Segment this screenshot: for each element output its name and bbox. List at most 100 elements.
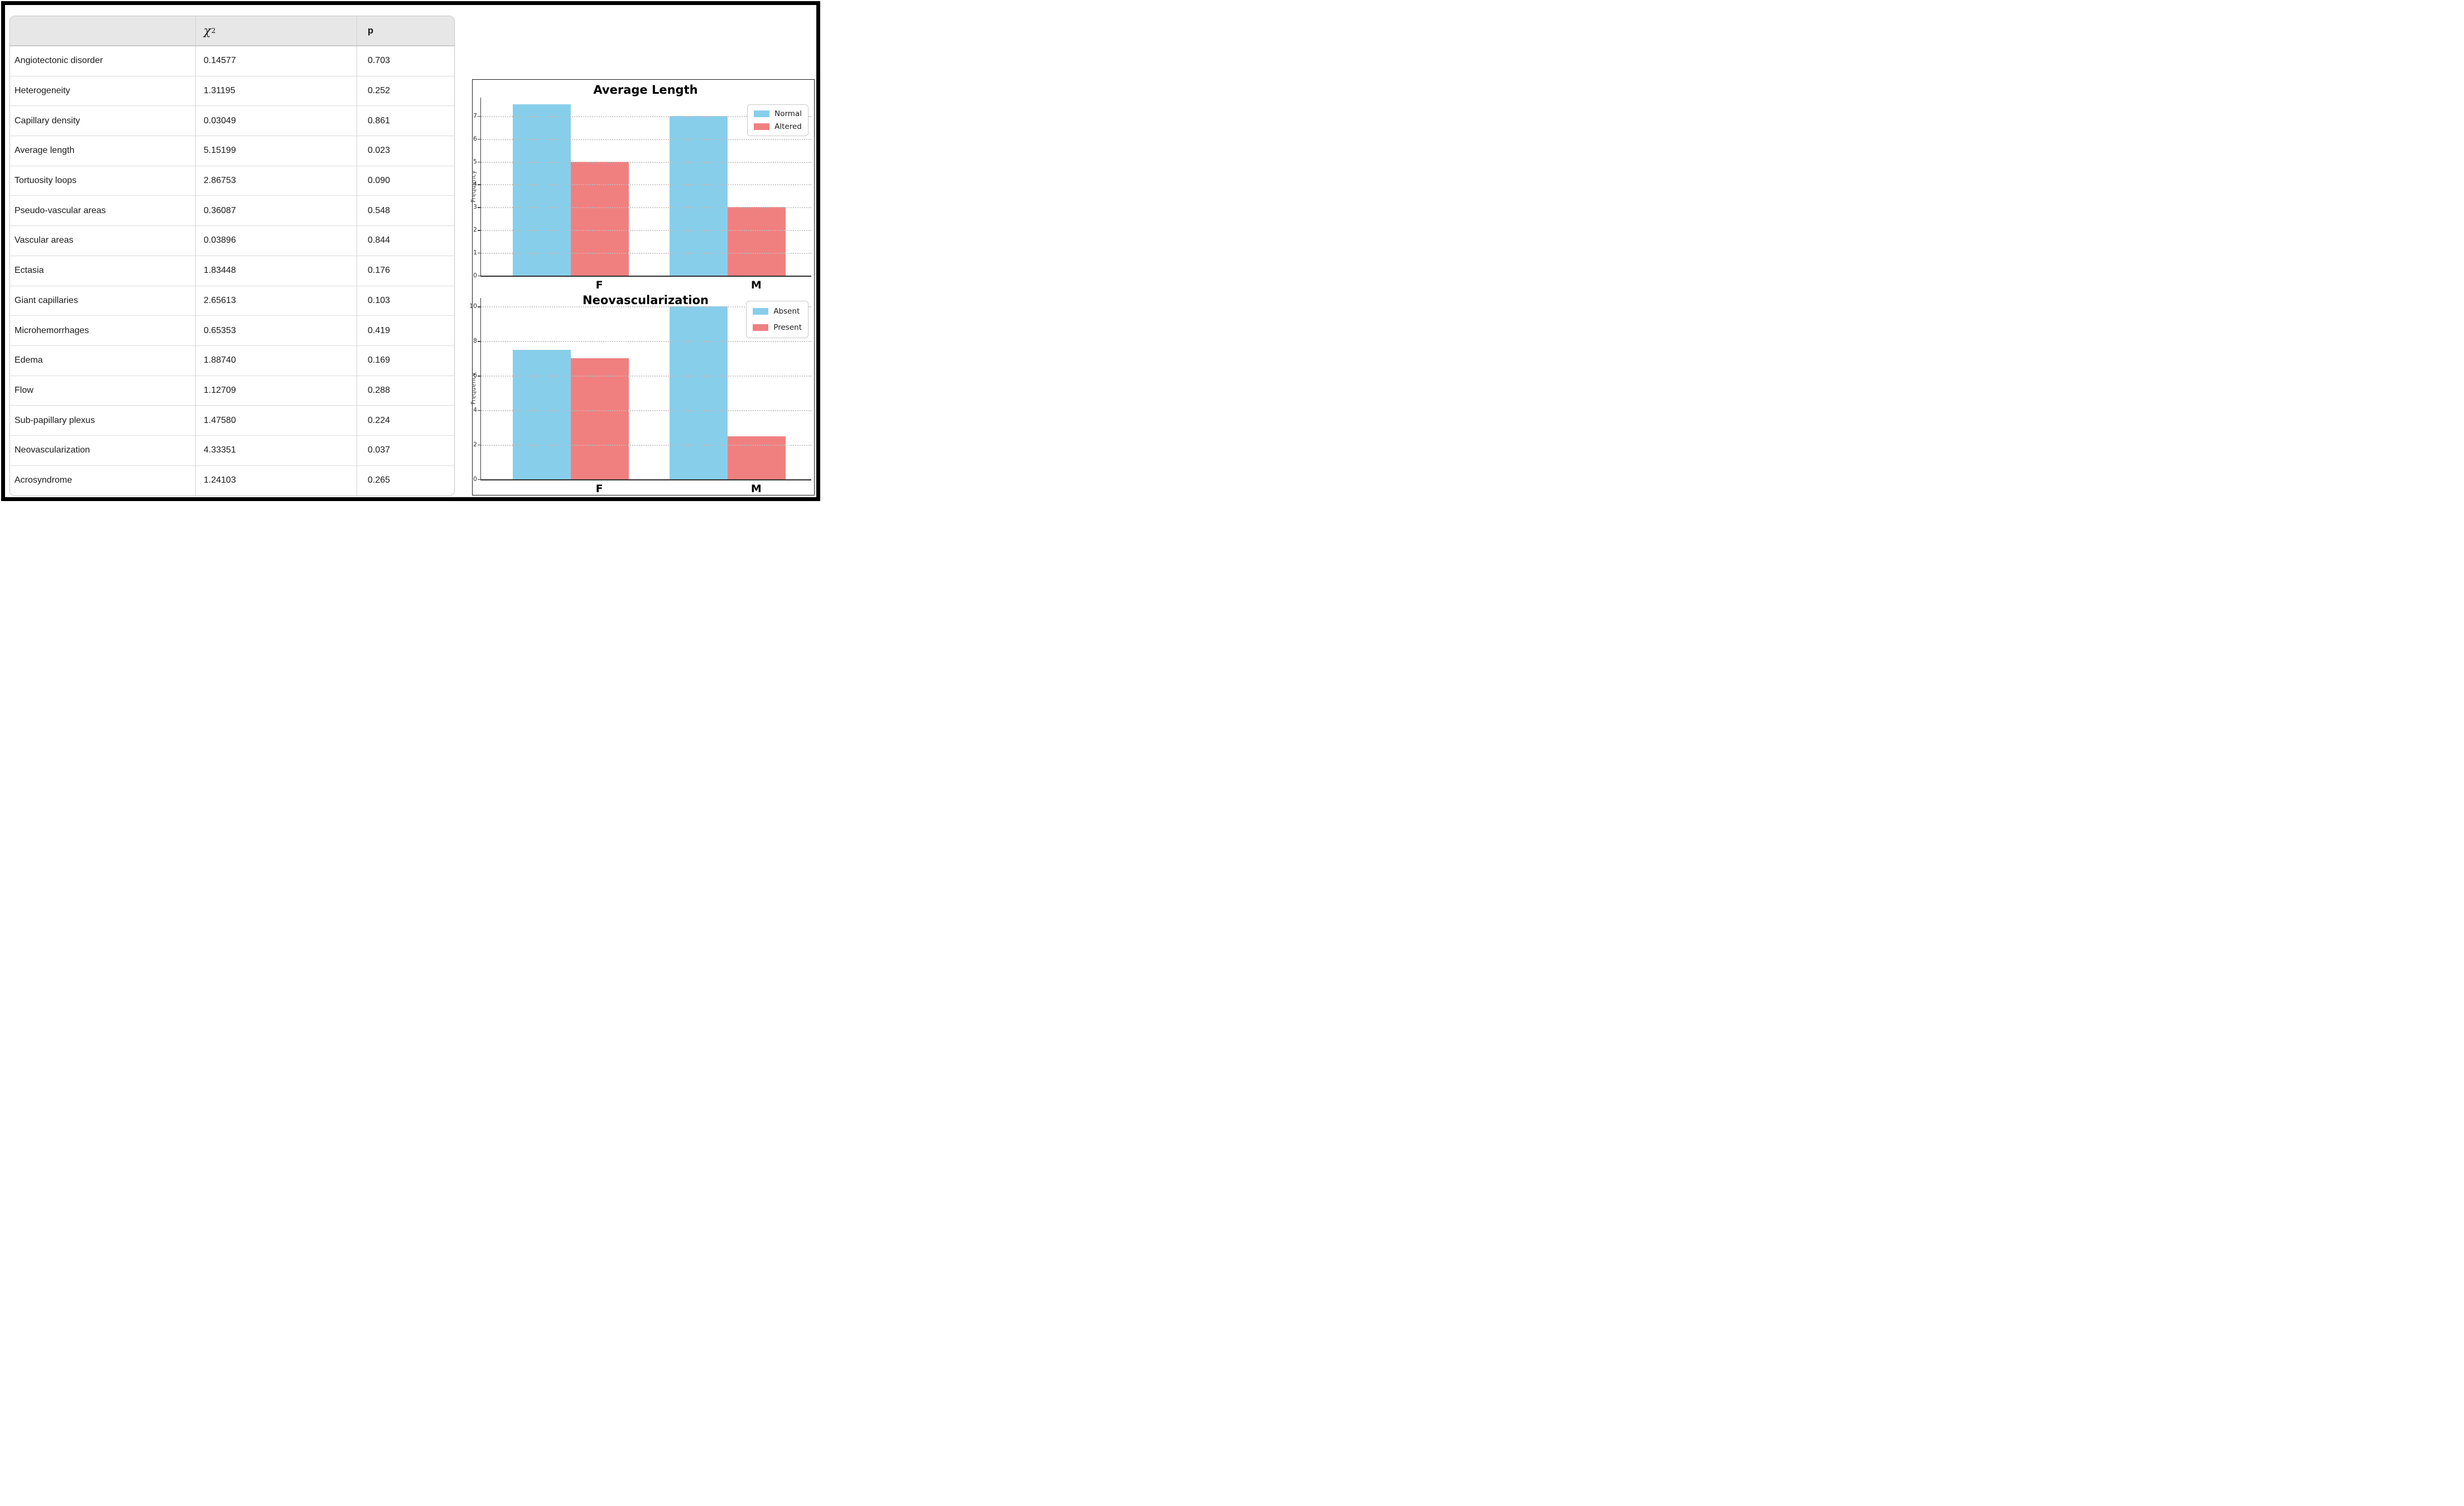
row-label: Edema <box>15 355 43 365</box>
gridline <box>481 376 811 377</box>
legend-swatch <box>753 308 769 315</box>
p-header: p <box>357 16 454 45</box>
x-tick-label-f: F <box>595 483 603 495</box>
table-row: Ectasia 1.83448 0.176 <box>10 256 454 286</box>
legend-swatch <box>754 123 770 130</box>
chart-neovascularization: Neovascularization Frequency 0 2 4 6 8 10 F M Ab… <box>469 80 814 495</box>
plot-area: 0 2 4 6 8 10 <box>469 298 811 483</box>
row-label: Flow <box>15 385 33 395</box>
legend-item-normal: Normal <box>754 109 802 118</box>
empty-header-cell <box>10 16 195 45</box>
row-label: Sub-papillary plexus <box>15 415 95 425</box>
y-tick-mark <box>478 479 481 480</box>
table-row: Angiotectonic disorder 0.14577 0.703 <box>10 46 454 76</box>
gridline <box>481 230 811 232</box>
table-row: Giant capillaries 2.65613 0.103 <box>10 286 454 316</box>
p-value: 0.265 <box>357 465 454 496</box>
y-tick-label: 4 <box>473 406 477 414</box>
legend-swatch <box>753 324 769 331</box>
row-label: Acrosyndrome <box>15 475 73 485</box>
gridline <box>481 253 811 254</box>
y-tick-label: 2 <box>473 441 477 449</box>
legend: Absent Present <box>746 301 808 338</box>
y-tick-label: 10 <box>469 302 477 310</box>
table-row: Acrosyndrome 1.24103 0.265 <box>10 465 454 496</box>
legend-label: Altered <box>774 122 802 131</box>
chi2-value: 4.33351 <box>195 435 357 465</box>
y-tick-label: 6 <box>473 372 477 379</box>
chi2-value: 1.47580 <box>195 406 357 435</box>
p-value: 0.288 <box>357 376 454 406</box>
p-value: 0.023 <box>357 136 454 166</box>
p-value: 0.548 <box>357 196 454 226</box>
table-row: Pseudo-vascular areas 0.36087 0.548 <box>10 196 454 227</box>
p-value: 0.224 <box>357 406 454 435</box>
row-label: Vascular areas <box>15 235 74 246</box>
y-tick-mark <box>478 410 481 411</box>
figure-frame <box>1 1 820 501</box>
p-value: 0.419 <box>357 316 454 345</box>
row-label: Giant capillaries <box>15 295 78 305</box>
p-value: 0.844 <box>357 226 454 256</box>
y-tick-label: 6 <box>473 134 477 142</box>
bar-normal-f <box>512 104 571 276</box>
x-tick-label-m: M <box>750 483 762 495</box>
row-label: Average length <box>15 146 75 156</box>
gridline <box>481 306 811 308</box>
gridline <box>481 116 811 117</box>
p-value: 0.176 <box>357 256 454 286</box>
y-tick-label: 4 <box>473 180 477 188</box>
p-value: 0.252 <box>357 76 454 106</box>
plot-area: 0 1 2 3 4 5 6 7 <box>473 98 811 279</box>
chi2-value: 0.36087 <box>195 196 357 226</box>
chi-superscript: 2 <box>211 27 216 35</box>
y-tick-label: 8 <box>473 337 477 345</box>
x-tick-label-f: F <box>595 279 603 291</box>
charts-panel: Average Length Frequency 0 1 2 3 4 5 6 7 F M Norma… <box>469 79 815 495</box>
p-value: 0.037 <box>357 435 454 465</box>
table-row: Tortuosity loops 2.86753 0.090 <box>10 166 454 196</box>
legend-item-altered: Altered <box>754 122 802 131</box>
table-row: Sub-papillary plexus 1.47580 0.224 <box>10 406 454 436</box>
chi2-value: 2.65613 <box>195 286 357 316</box>
chi2-value: 1.88740 <box>195 345 357 376</box>
row-label: Heterogeneity <box>15 86 70 96</box>
table-row: Neovascularization 4.33351 0.037 <box>10 435 454 466</box>
y-tick-mark <box>478 116 481 117</box>
gridline <box>481 138 811 140</box>
p-value: 0.169 <box>357 345 454 376</box>
chi2-value: 1.83448 <box>195 256 357 286</box>
bar-normal-m <box>670 116 728 276</box>
legend-swatch <box>754 110 770 117</box>
bar-present-m <box>728 436 786 479</box>
legend-item-present: Present <box>753 323 802 332</box>
chi2-value: 2.86753 <box>195 166 357 196</box>
gridline <box>481 410 811 412</box>
bar-present-f <box>571 358 629 479</box>
x-tick-label-m: M <box>750 279 762 291</box>
row-label: Angiotectonic disorder <box>15 56 103 66</box>
gridline <box>481 184 811 186</box>
gridline <box>481 207 811 209</box>
table-row: Microhemorrhages 0.65353 0.419 <box>10 316 454 346</box>
chart-title: Average Length <box>593 83 698 97</box>
legend-label: Absent <box>773 307 800 316</box>
chart-title: Neovascularization <box>583 293 709 307</box>
y-tick-label: 0 <box>473 272 477 279</box>
chart-average-length: Average Length Frequency 0 1 2 3 4 5 6 7 F M Norma… <box>470 80 814 495</box>
table-body: Angiotectonic disorder 0.14577 0.703 Hetero… <box>10 46 454 496</box>
chi2-value: 0.03896 <box>195 226 357 256</box>
legend-label: Present <box>773 323 802 332</box>
gridline <box>481 161 811 163</box>
bar-absent-m <box>670 306 728 479</box>
y-tick-mark <box>478 184 481 185</box>
table-row: Vascular areas 0.03896 0.844 <box>10 226 454 256</box>
chi2-value: 0.03049 <box>195 106 357 136</box>
bar-altered-f <box>571 161 629 276</box>
legend-label: Normal <box>774 109 802 118</box>
y-tick-label: 3 <box>473 203 477 211</box>
p-value: 0.703 <box>357 46 454 76</box>
